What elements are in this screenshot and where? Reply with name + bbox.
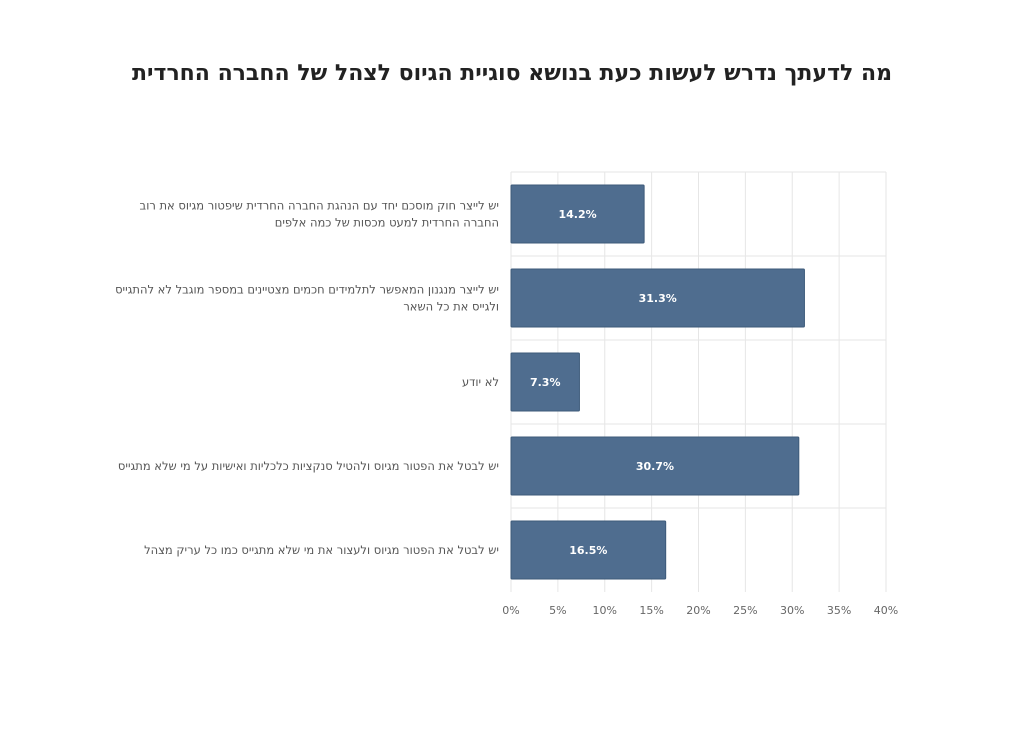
x-tick-label: 20% bbox=[686, 604, 710, 617]
category-label: לא יודע bbox=[462, 375, 499, 389]
category-label: ולגייס את כל השאר bbox=[403, 300, 499, 314]
x-tick-label: 35% bbox=[827, 604, 851, 617]
category-label: יש לייצר מנגנון המאפשר לתלמידים חכמים מצ… bbox=[115, 283, 499, 297]
category-label: יש לבטל את הפטור מגיוס ולהטיל סנקציות כל… bbox=[118, 459, 499, 473]
data-label: 7.3% bbox=[530, 376, 561, 389]
x-tick-label: 15% bbox=[639, 604, 663, 617]
category-label: יש לייצר חוק מוסכם יחד עם הנהגת החברה הח… bbox=[140, 199, 499, 213]
bar bbox=[510, 436, 800, 496]
x-tick-label: 5% bbox=[549, 604, 566, 617]
x-tick-label: 30% bbox=[780, 604, 804, 617]
data-label: 30.7% bbox=[636, 460, 674, 473]
data-label: 16.5% bbox=[569, 544, 607, 557]
x-tick-label: 40% bbox=[874, 604, 898, 617]
bar bbox=[510, 352, 580, 412]
chart-title: מה לדעתך נדרש לעשות כעת בנושא סוגיית הגי… bbox=[132, 61, 892, 86]
category-labels: יש לייצר חוק מוסכם יחד עם הנהגת החברה הח… bbox=[115, 199, 499, 558]
x-tick-label: 25% bbox=[733, 604, 757, 617]
gridlines bbox=[510, 171, 887, 592]
x-tick-label: 10% bbox=[593, 604, 617, 617]
category-label: יש לבטל את הפטור מגיוס ולעצור את מי שלא … bbox=[144, 543, 499, 557]
data-label: 31.3% bbox=[639, 292, 677, 305]
x-tick-label: 0% bbox=[502, 604, 519, 617]
category-label: החברה החרדית למעט מכסות של כמה אלפים bbox=[275, 216, 499, 230]
data-label: 14.2% bbox=[558, 208, 596, 221]
bar bbox=[510, 520, 667, 580]
bar bbox=[510, 268, 805, 328]
x-axis-ticks: 0% 5% 10% 15% 20% 25% 30% 35% 40% bbox=[502, 604, 898, 617]
bar bbox=[510, 184, 645, 244]
bars: 14.2% 31.3% 7.3% 30.7% 16.5% bbox=[510, 184, 805, 580]
